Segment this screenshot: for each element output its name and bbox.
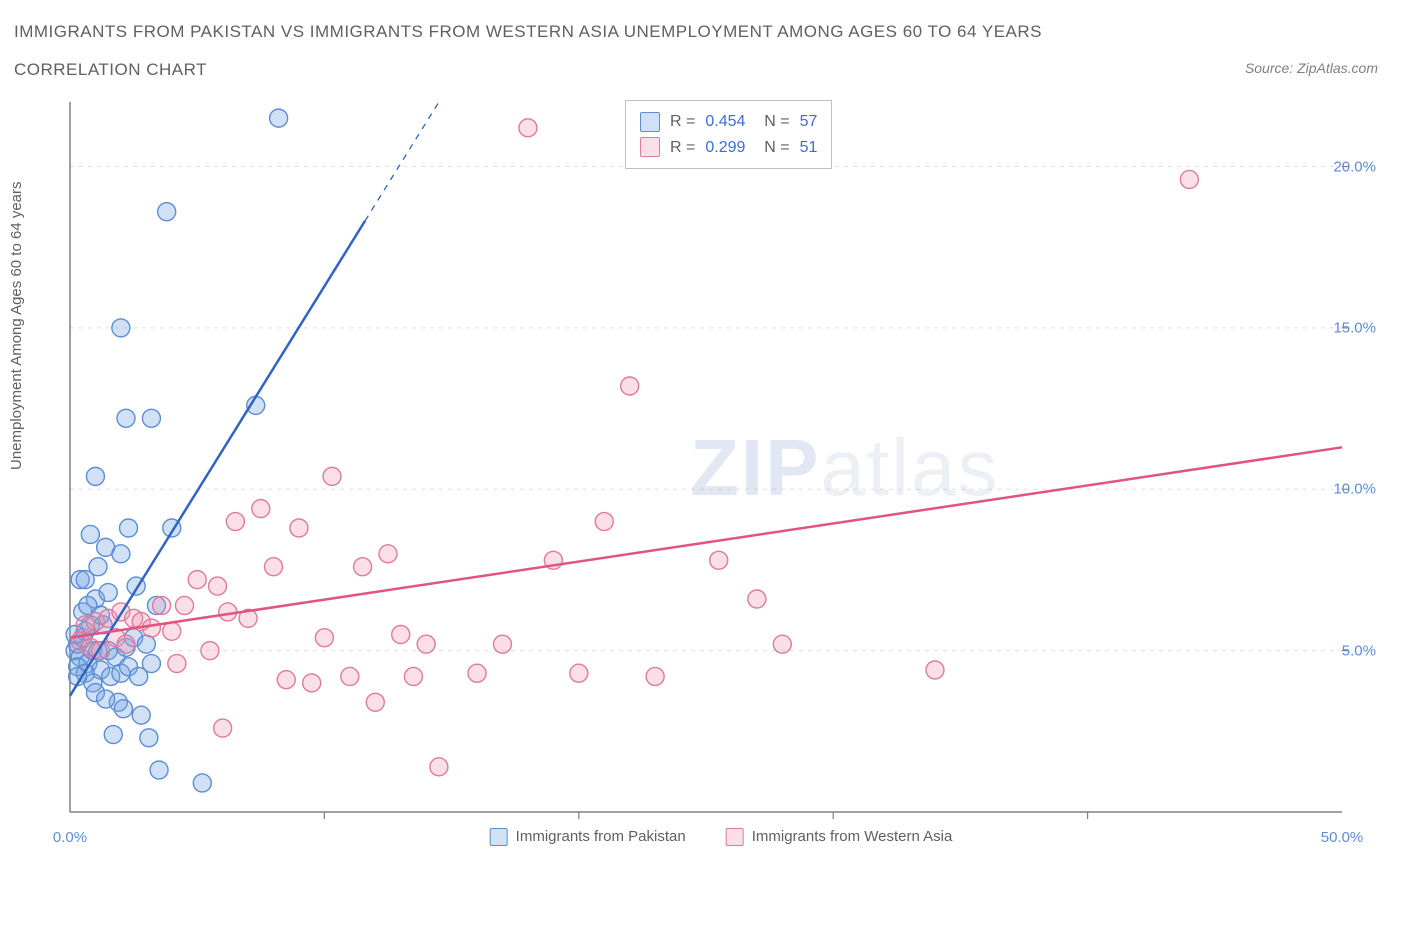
legend-swatch (726, 828, 744, 846)
correlation-stats-row: R =0.299 N =51 (640, 135, 817, 161)
chart-title-line1: IMMIGRANTS FROM PAKISTAN VS IMMIGRANTS F… (14, 22, 1042, 42)
y-tick-label: 15.0% (1333, 319, 1376, 336)
chart-area: ZIPatlas R =0.454 N =57R =0.299 N =51 5.… (50, 92, 1392, 852)
y-tick-label: 20.0% (1333, 158, 1376, 175)
bottom-legend: Immigrants from Pakistan Immigrants from … (490, 828, 953, 846)
legend-swatch (490, 828, 508, 846)
legend-swatch (640, 112, 660, 132)
correlation-stats-row: R =0.454 N =57 (640, 109, 817, 135)
legend-item: Immigrants from Pakistan (490, 828, 686, 846)
x-tick-label: 50.0% (1321, 829, 1364, 846)
source-attribution: Source: ZipAtlas.com (1245, 60, 1378, 76)
legend-label: Immigrants from Western Asia (752, 828, 953, 845)
legend-label: Immigrants from Pakistan (516, 828, 686, 845)
y-tick-label: 10.0% (1333, 481, 1376, 498)
correlation-stats-box: R =0.454 N =57R =0.299 N =51 (625, 100, 832, 169)
y-axis-label: Unemployment Among Ages 60 to 64 years (8, 181, 25, 470)
chart-title-line2: CORRELATION CHART (14, 60, 207, 80)
legend-swatch (640, 137, 660, 157)
y-tick-label: 5.0% (1342, 642, 1376, 659)
x-tick-label: 0.0% (53, 829, 87, 846)
scatter-plot-svg (50, 92, 1392, 852)
legend-item: Immigrants from Western Asia (726, 828, 953, 846)
